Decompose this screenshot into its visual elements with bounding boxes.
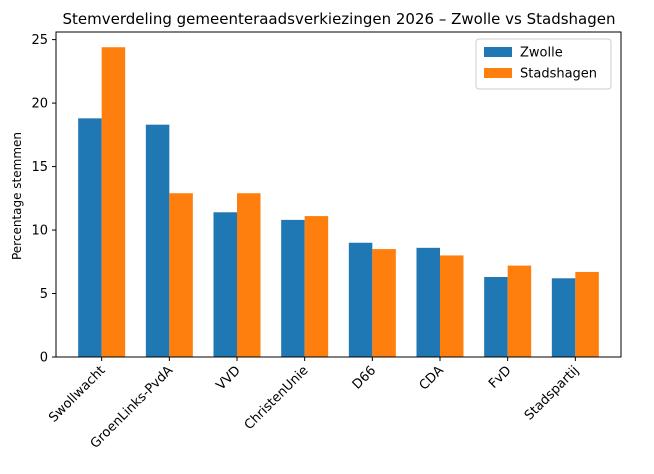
y-axis-ticks: 0 5 10 15 20 25 — [31, 33, 56, 366]
bar-stadshagen-christenunie — [304, 216, 329, 357]
bar-zwolle-christenunie — [281, 219, 305, 357]
y-tick-label: 25 — [31, 33, 48, 48]
x-tick-label: Swollwacht — [46, 363, 108, 425]
bar-zwolle-groenlinks-pvda — [145, 124, 170, 357]
bar-zwolle-d66 — [348, 242, 373, 357]
chart-title: Stemverdeling gemeenteraadsverkiezingen … — [63, 10, 616, 28]
x-tick-label: ChristenUnie — [242, 363, 312, 433]
axes-border — [55, 31, 622, 358]
bar-stadshagen-groenlinks-pvda — [169, 193, 193, 357]
bars-group — [78, 47, 599, 357]
legend: Zwolle Stadshagen — [475, 38, 612, 90]
y-axis-label: Percentage stemmen — [10, 132, 24, 260]
x-tick-label: D66 — [350, 363, 379, 392]
x-tick-label: FvD — [486, 363, 514, 391]
bar-zwolle-vvd — [213, 212, 238, 357]
y-tick-label: 10 — [31, 224, 48, 239]
bar-zwolle-stadspartij — [551, 278, 576, 357]
y-tick-label: 15 — [31, 160, 48, 175]
bar-stadshagen-swollwacht — [101, 47, 126, 357]
bar-stadshagen-cda — [439, 255, 464, 357]
bar-zwolle-cda — [416, 247, 440, 357]
bar-zwolle-swollwacht — [78, 118, 102, 357]
y-tick-label: 5 — [40, 287, 48, 302]
y-tick-label: 20 — [31, 97, 48, 112]
bar-stadshagen-fvd — [507, 265, 532, 357]
x-tick-label: Stadspartij — [522, 363, 582, 423]
legend-swatch-zwolle — [484, 47, 512, 57]
legend-label-stadshagen: Stadshagen — [520, 67, 597, 82]
bar-zwolle-fvd — [484, 277, 508, 357]
legend-swatch-stadshagen — [484, 68, 512, 78]
legend-label-zwolle: Zwolle — [520, 46, 563, 61]
bar-stadshagen-stadspartij — [575, 271, 599, 357]
x-tick-label: CDA — [417, 363, 447, 393]
y-tick-label: 0 — [40, 351, 48, 366]
plot-frame — [55, 31, 622, 358]
bar-stadshagen-d66 — [372, 249, 396, 357]
x-tick-label: VVD — [214, 363, 244, 393]
bar-stadshagen-vvd — [237, 193, 261, 357]
